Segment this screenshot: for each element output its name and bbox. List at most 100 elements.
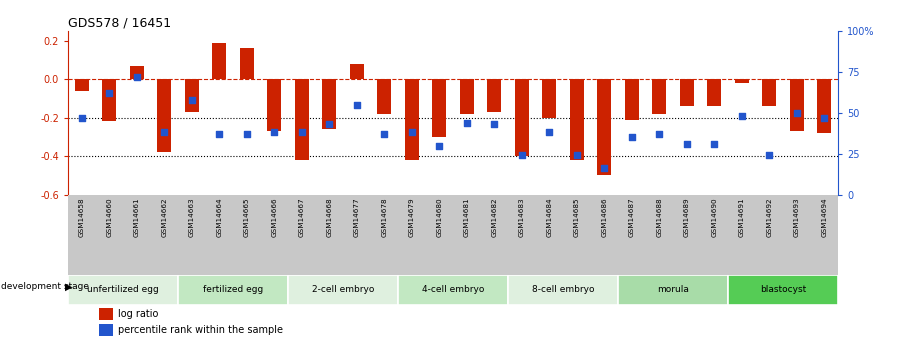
Point <box>624 135 639 140</box>
Bar <box>625 79 639 119</box>
Bar <box>378 79 391 114</box>
Text: GSM14677: GSM14677 <box>353 197 360 237</box>
Bar <box>75 79 89 91</box>
Point <box>459 120 474 125</box>
Bar <box>212 42 226 79</box>
Bar <box>597 79 612 175</box>
Text: 4-cell embryo: 4-cell embryo <box>422 285 484 294</box>
Text: GSM14693: GSM14693 <box>794 197 800 237</box>
Bar <box>432 79 446 137</box>
Text: GSM14688: GSM14688 <box>656 197 662 237</box>
Bar <box>99 324 112 336</box>
Text: GSM14680: GSM14680 <box>437 197 442 237</box>
Bar <box>398 275 508 305</box>
Text: GSM14661: GSM14661 <box>134 197 140 237</box>
Text: GDS578 / 16451: GDS578 / 16451 <box>68 17 171 30</box>
Point <box>487 121 502 127</box>
Bar <box>790 79 804 131</box>
Text: GSM14691: GSM14691 <box>738 197 745 237</box>
Text: GSM14666: GSM14666 <box>271 197 277 237</box>
Bar <box>130 66 143 79</box>
Point <box>130 74 144 80</box>
Text: 2-cell embryo: 2-cell embryo <box>312 285 374 294</box>
Bar <box>288 275 398 305</box>
Point <box>570 152 584 158</box>
Bar <box>570 79 583 160</box>
Text: GSM14665: GSM14665 <box>244 197 250 237</box>
Point <box>322 121 336 127</box>
Bar <box>460 79 474 114</box>
Text: blastocyst: blastocyst <box>760 285 806 294</box>
Point <box>185 97 199 102</box>
Point <box>789 110 804 116</box>
Bar <box>178 275 288 305</box>
Text: GSM14692: GSM14692 <box>766 197 772 237</box>
Bar <box>508 275 618 305</box>
Point <box>817 115 832 120</box>
Point <box>157 130 171 135</box>
Bar <box>294 79 309 160</box>
Text: GSM14663: GSM14663 <box>188 197 195 237</box>
Text: GSM14681: GSM14681 <box>464 197 469 237</box>
Bar <box>350 64 363 79</box>
Text: GSM14664: GSM14664 <box>217 197 222 237</box>
Point <box>294 130 309 135</box>
Bar <box>487 79 501 112</box>
Text: GSM14684: GSM14684 <box>546 197 553 237</box>
Point <box>762 152 776 158</box>
Text: GSM14668: GSM14668 <box>326 197 333 237</box>
Bar <box>323 79 336 129</box>
Bar <box>99 308 112 320</box>
Text: log ratio: log ratio <box>118 309 159 319</box>
Text: ▶: ▶ <box>65 282 72 292</box>
Point <box>652 131 667 137</box>
Text: unfertilized egg: unfertilized egg <box>87 285 159 294</box>
Text: GSM14658: GSM14658 <box>79 197 84 237</box>
Point <box>74 115 89 120</box>
Bar <box>68 275 178 305</box>
Point <box>350 102 364 107</box>
Point <box>404 130 419 135</box>
Point <box>680 141 694 147</box>
Bar <box>515 79 528 156</box>
Text: GSM14683: GSM14683 <box>519 197 525 237</box>
Text: GSM14687: GSM14687 <box>629 197 635 237</box>
Text: development stage: development stage <box>1 282 89 291</box>
Bar <box>763 79 776 106</box>
Text: morula: morula <box>657 285 689 294</box>
Point <box>432 143 447 148</box>
Text: GSM14679: GSM14679 <box>409 197 415 237</box>
Text: GSM14690: GSM14690 <box>711 197 718 237</box>
Point <box>707 141 721 147</box>
Text: GSM14682: GSM14682 <box>491 197 497 237</box>
Text: GSM14662: GSM14662 <box>161 197 168 237</box>
Bar <box>102 79 116 121</box>
Point <box>542 130 556 135</box>
Bar <box>185 79 198 112</box>
Text: GSM14678: GSM14678 <box>381 197 387 237</box>
Bar <box>680 79 694 106</box>
Bar <box>728 275 838 305</box>
Bar <box>735 79 748 83</box>
Bar <box>618 275 728 305</box>
Text: GSM14694: GSM14694 <box>822 197 827 237</box>
Bar <box>652 79 666 114</box>
Text: GSM14660: GSM14660 <box>106 197 112 237</box>
Text: GSM14667: GSM14667 <box>299 197 304 237</box>
Bar <box>240 48 254 79</box>
Bar <box>158 79 171 152</box>
Bar <box>708 79 721 106</box>
Text: percentile rank within the sample: percentile rank within the sample <box>118 325 283 335</box>
Bar <box>267 79 281 131</box>
Text: GSM14689: GSM14689 <box>684 197 689 237</box>
Point <box>515 152 529 158</box>
Point <box>735 113 749 119</box>
Bar <box>405 79 419 160</box>
Point <box>212 131 226 137</box>
Point <box>239 131 254 137</box>
Text: GSM14686: GSM14686 <box>602 197 607 237</box>
Point <box>267 130 282 135</box>
Bar <box>543 79 556 118</box>
Text: fertilized egg: fertilized egg <box>203 285 263 294</box>
Text: 8-cell embryo: 8-cell embryo <box>532 285 594 294</box>
